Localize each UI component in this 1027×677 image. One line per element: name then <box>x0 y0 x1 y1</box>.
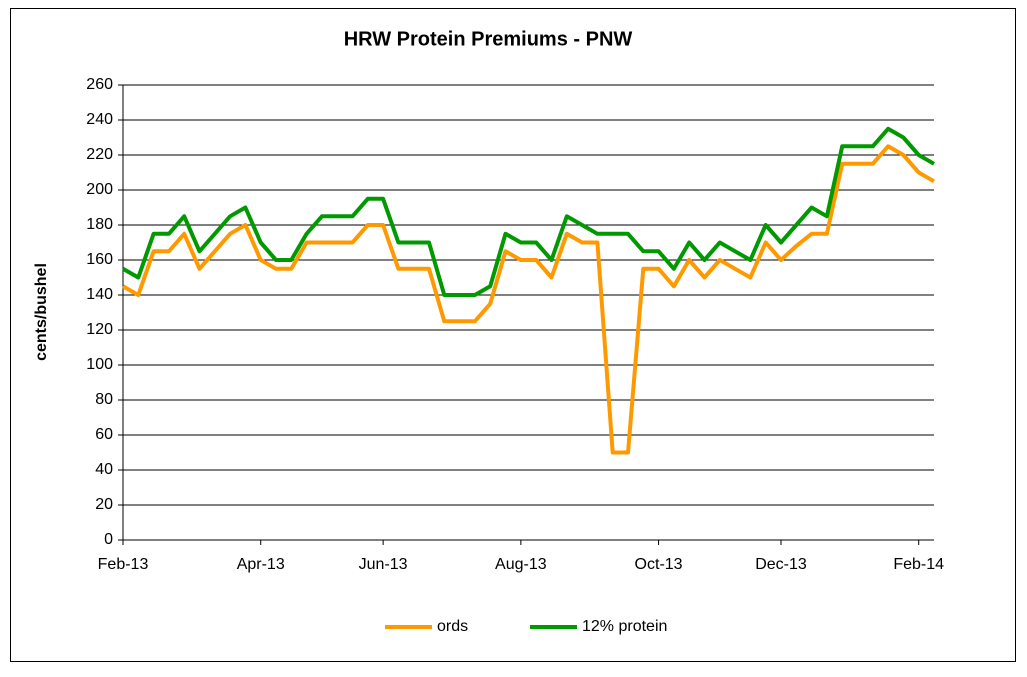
series-line <box>122 144 935 455</box>
series-line <box>122 126 935 297</box>
y-tick-label: 20 <box>95 496 113 513</box>
x-tick-label: Oct-13 <box>635 556 683 573</box>
legend-label: ords <box>437 618 468 635</box>
legend-label: 12% protein <box>582 618 667 635</box>
x-tick-label: Apr-13 <box>237 556 285 573</box>
x-tick-label: Aug-13 <box>495 556 547 573</box>
y-tick-label: 200 <box>86 181 113 198</box>
chart-title: HRW Protein Premiums - PNW <box>344 28 633 50</box>
x-tick-label: Jun-13 <box>359 556 408 573</box>
y-tick-label: 60 <box>95 426 113 443</box>
chart-border <box>10 8 1016 662</box>
x-tick-label: Feb-14 <box>893 556 944 573</box>
y-tick-label: 160 <box>86 251 113 268</box>
y-tick-label: 240 <box>86 111 113 128</box>
y-tick-label: 80 <box>95 391 113 408</box>
y-tick-label: 260 <box>86 76 113 93</box>
y-tick-label: 140 <box>86 286 113 303</box>
y-tick-label: 40 <box>95 461 113 478</box>
y-tick-label: 180 <box>86 216 113 233</box>
y-tick-label: 220 <box>86 146 113 163</box>
y-tick-label: 0 <box>104 531 113 548</box>
y-tick-label: 100 <box>86 356 113 373</box>
y-tick-label: 120 <box>86 321 113 338</box>
y-axis-label: cents/bushel <box>33 263 50 361</box>
x-tick-label: Dec-13 <box>755 556 807 573</box>
x-tick-label: Feb-13 <box>98 556 149 573</box>
